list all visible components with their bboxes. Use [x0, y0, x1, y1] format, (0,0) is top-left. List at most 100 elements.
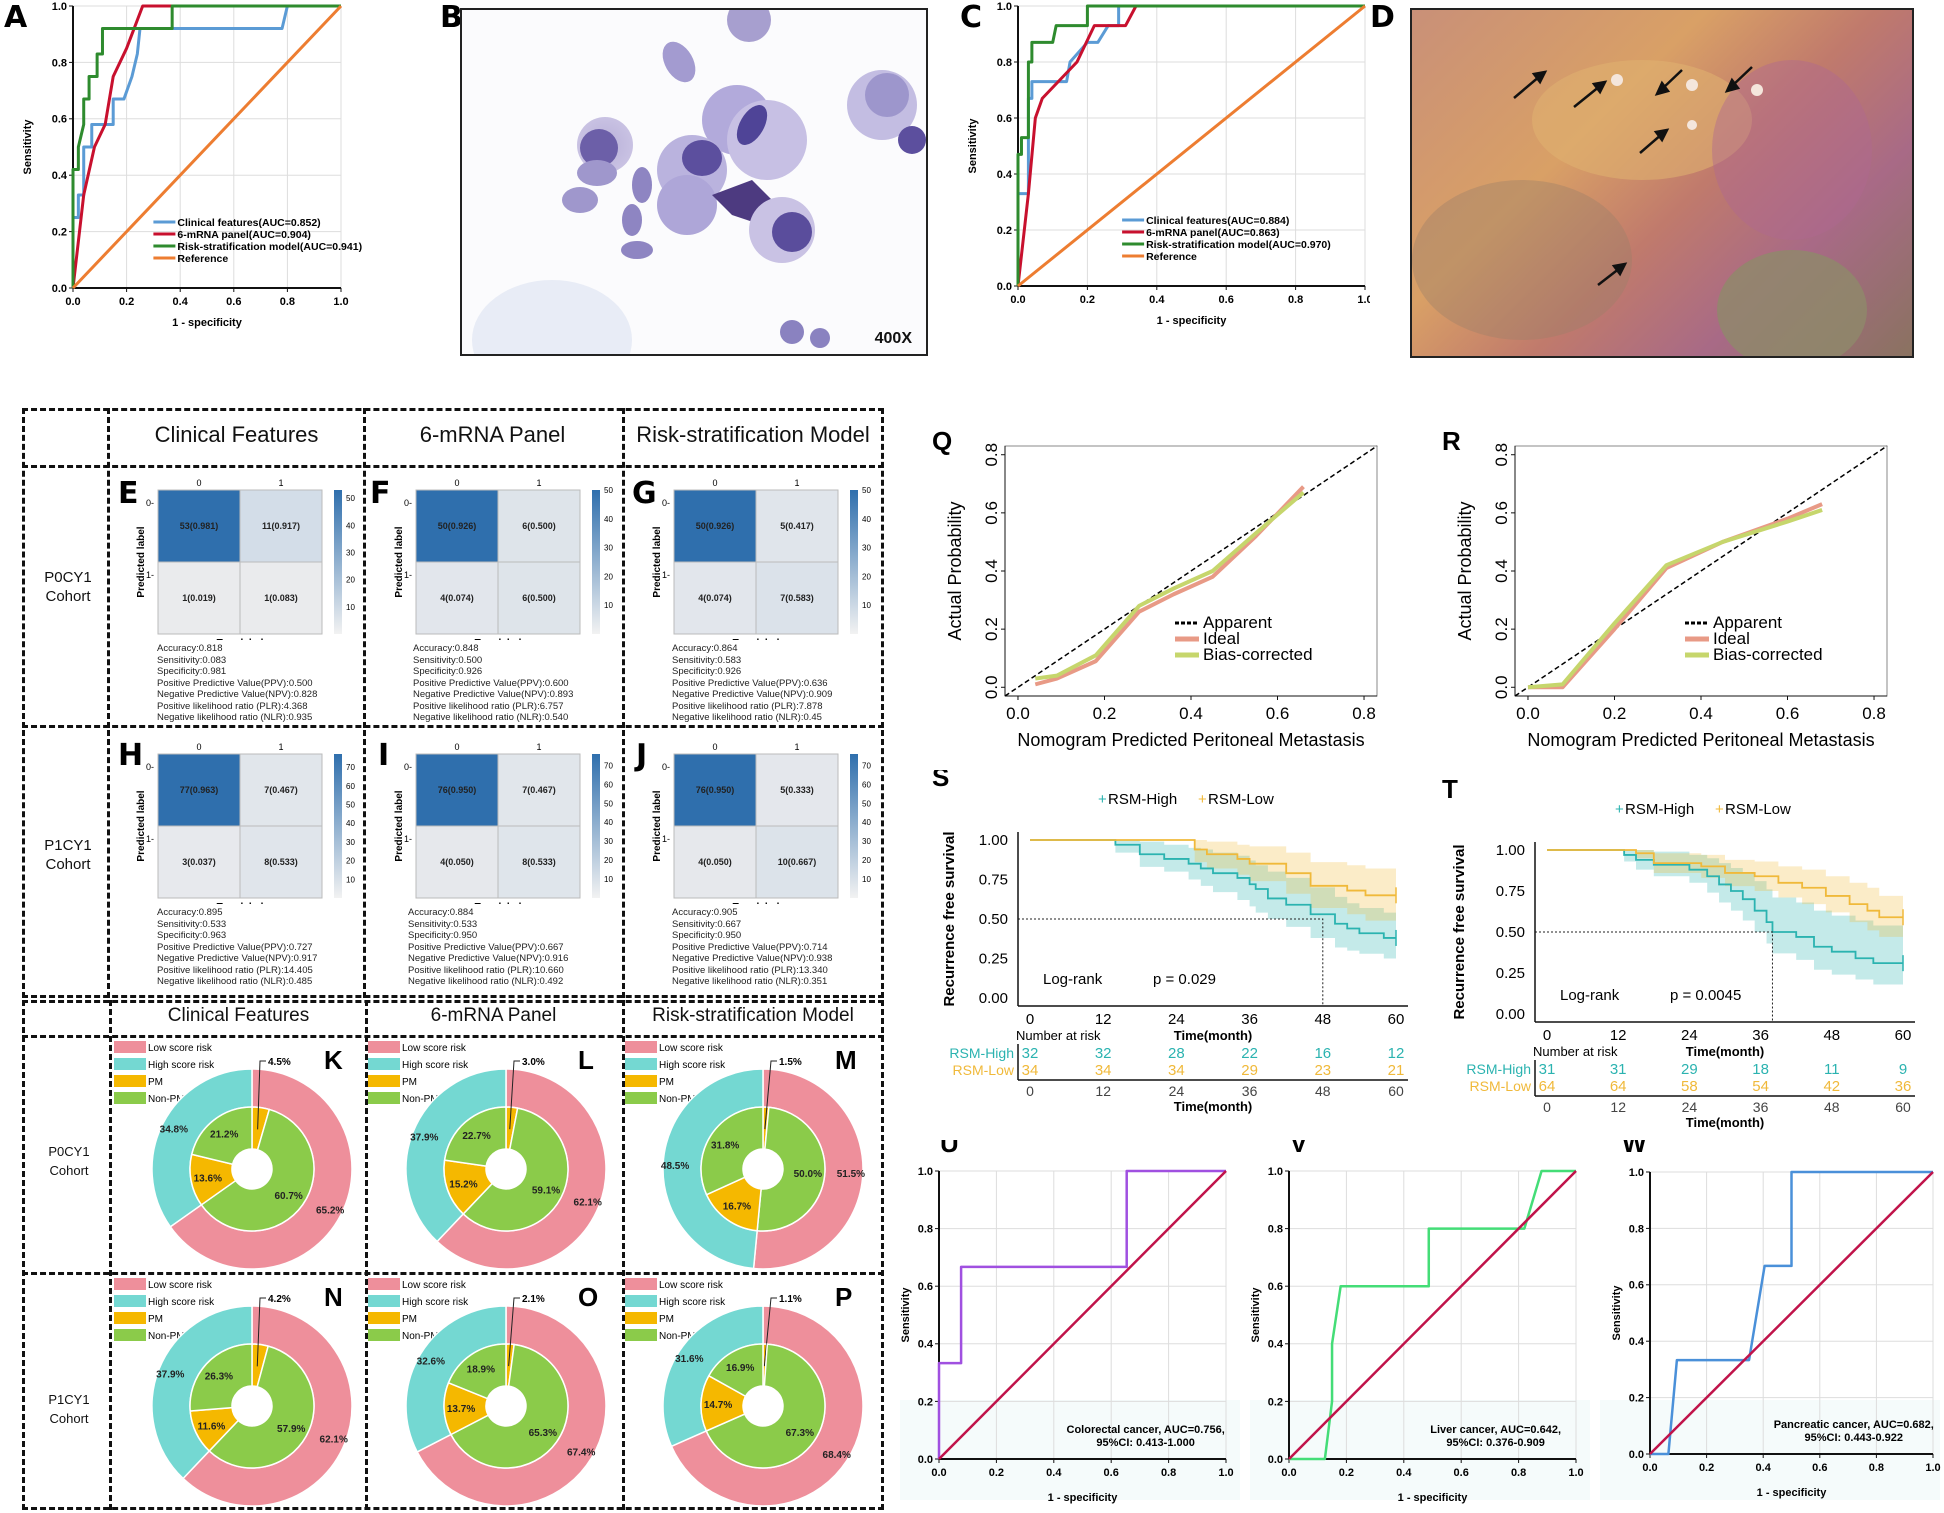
cell-value: 5(0.333) — [780, 785, 814, 795]
x-tick-label: 12 — [1095, 1011, 1112, 1028]
inner-slice-label: 67.3% — [786, 1428, 814, 1439]
leader-line — [509, 1060, 520, 1130]
risk-table-title: Number at risk — [1533, 1044, 1618, 1059]
panel-label-h: H — [118, 738, 144, 773]
series-line-clinical-features-auc-0-852- — [71, 4, 341, 288]
panel-label-u: U — [940, 1140, 959, 1158]
colorbar-tick: 20 — [862, 572, 871, 581]
colorbar-tick: 50 — [862, 799, 871, 808]
outer-slice-label: 37.9% — [156, 1369, 184, 1380]
colorbar — [334, 490, 342, 634]
y-tick-label: 0.0 — [1268, 1454, 1283, 1466]
logrank-label: Log-rank — [1043, 971, 1103, 988]
ci-band-rsm-low — [1547, 850, 1903, 937]
y-tick-label: 0.00 — [979, 990, 1008, 1007]
legend-label: Bias-corrected — [1203, 645, 1313, 664]
risk-count: 64 — [1539, 1078, 1556, 1095]
series-line-reference — [938, 1170, 1227, 1460]
km-chart-s: S 0.00 0.25 0.50 0.75 1.00 0 12 24 36 48 60 Time(mon… — [932, 770, 1408, 1114]
x-tick-label: 0.4 — [1149, 294, 1165, 306]
y-tick-label: 0.50 — [979, 911, 1008, 928]
header-clinical-features: Clinical Features — [154, 422, 319, 447]
cell-value: 4(0.050) — [698, 857, 732, 867]
risk-row-label: RSM-High — [949, 1045, 1014, 1061]
matrix-cell — [497, 825, 581, 899]
metric-line: Sensitivity:0.533 — [157, 918, 227, 930]
panel-label-f: F — [370, 476, 391, 511]
colorbar-tick: 50 — [346, 800, 355, 809]
y-tick-label: 0.8 — [52, 57, 67, 69]
colorbar-tick: 20 — [604, 572, 613, 581]
legend-swatch — [625, 1278, 657, 1290]
y-axis-label: Predicted label — [652, 526, 663, 597]
y-tick-label: 0.8 — [1629, 1223, 1644, 1235]
cell-value: 7(0.583) — [780, 593, 814, 603]
cohort-label-p0cy1: P0CY1 Cohort — [26, 1142, 112, 1180]
legend-label: PM — [659, 1077, 674, 1088]
colorbar — [334, 754, 342, 898]
background-tint — [900, 1400, 1240, 1500]
y-tick-label: 0.8 — [1268, 1223, 1283, 1235]
panel-label-s: S — [932, 770, 949, 792]
calibration-chart-r: R 0.0 0.2 0.4 0.6 0.8 0.0 0.2 0.4 0.6 0.8 Nomogram … — [1442, 426, 1888, 750]
x-tick-label: 0.0 — [931, 1467, 946, 1479]
x-tick-label: 0.2 — [1699, 1462, 1714, 1474]
y-tick-label: 0.4 — [1492, 559, 1511, 583]
x-tick-label: 1 — [278, 742, 283, 752]
outer-slice-label: 62.1% — [320, 1435, 348, 1446]
table-col-divider — [622, 1000, 625, 1510]
legend-label: 6-mRNA panel(AUC=0.904) — [177, 229, 311, 241]
cell-value: 8(0.533) — [264, 857, 298, 867]
inner-slice-label: 18.9% — [467, 1365, 495, 1376]
legend-label: PM — [148, 1077, 163, 1088]
risk-count: 9 — [1899, 1061, 1907, 1078]
metric-line: Sensitivity:0.500 — [413, 654, 483, 666]
y-axis-label: Predicted label — [136, 526, 147, 597]
risk-count: 42 — [1823, 1078, 1840, 1095]
risk-time-label: 60 — [1388, 1083, 1404, 1099]
metric-line: Positive Predictive Value(PPV):0.636 — [672, 677, 828, 689]
inner-slice-label: 16.7% — [723, 1202, 751, 1213]
risk-count: 54 — [1752, 1078, 1769, 1095]
x-tick-label: 1 — [278, 478, 283, 488]
colorbar-tick: 20 — [346, 576, 355, 585]
inner-slice — [449, 1343, 569, 1469]
matrix-cell — [755, 825, 839, 899]
y-tick-label: 1- — [404, 570, 412, 580]
metric-line: Positive Predictive Value(PPV):0.714 — [672, 941, 828, 953]
inner-slice-label: 15.2% — [449, 1180, 477, 1191]
y-tick-label: 1.00 — [1496, 842, 1525, 859]
series-line-liver-cancer — [1289, 1169, 1576, 1461]
y-tick-label: 0.4 — [982, 559, 1001, 583]
metric-line: Specificity:0.963 — [157, 930, 227, 941]
x-tick-label: 0 — [1026, 1011, 1034, 1028]
inner-slice-label: 1.1% — [779, 1294, 802, 1305]
metric-line: Negative Predictive Value(NPV):0.828 — [157, 689, 318, 700]
risk-time-label: 36 — [1753, 1099, 1769, 1115]
inner-slice — [462, 1107, 569, 1232]
x-tick-label: 0.6 — [1454, 1467, 1469, 1479]
ci-annotation: 95%CI: 0.413-1.000 — [1096, 1437, 1194, 1449]
risk-count: 32 — [1022, 1045, 1039, 1062]
matrix-cell — [415, 753, 499, 827]
panel-label-n: N — [324, 1282, 343, 1312]
colorbar-tick: 70 — [346, 763, 355, 772]
inner-slice-label: 1.5% — [779, 1057, 802, 1068]
cohort-label-p0cy1: P0CY1 Cohort — [26, 568, 110, 606]
colorbar-tick: 10 — [604, 601, 613, 610]
confusion-table-frame — [22, 408, 884, 728]
outer-slice-label: 65.2% — [316, 1205, 344, 1216]
logrank-label: Log-rank — [1560, 987, 1620, 1004]
legend-swatch — [114, 1295, 146, 1307]
y-tick-label: 1- — [146, 570, 154, 580]
legend-swatch — [368, 1278, 400, 1290]
legend-swatch — [625, 1295, 657, 1307]
risk-row-label: RSM-High — [1466, 1061, 1531, 1077]
y-axis-label: Predicted label — [136, 790, 147, 861]
y-tick-label: 0.2 — [52, 226, 67, 238]
legend-label: PM — [148, 1314, 163, 1325]
table-col-divider — [22, 408, 110, 728]
y-tick-label: 0.6 — [918, 1281, 933, 1293]
legend-swatch — [368, 1329, 400, 1341]
cell-value: 5(0.417) — [780, 521, 814, 531]
